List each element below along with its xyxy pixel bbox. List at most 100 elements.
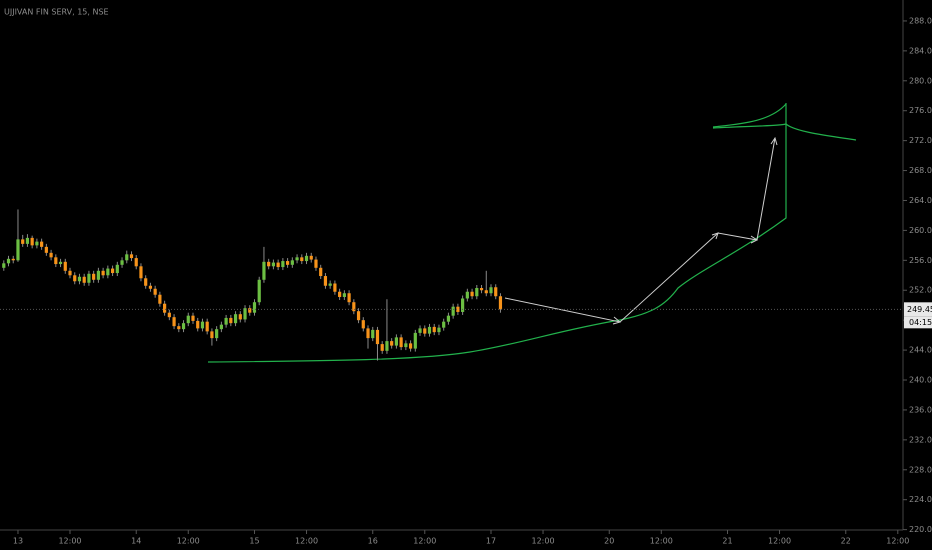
candle-body: [309, 255, 313, 260]
y-tick-label: 268.00: [909, 166, 932, 175]
x-tick-label: 12:00: [295, 537, 318, 546]
y-tick-label: 240.00: [909, 376, 932, 385]
x-tick-label: 15: [249, 537, 259, 546]
candle-body: [92, 273, 96, 280]
y-tick-label: 260.00: [909, 226, 932, 235]
candle-body: [276, 262, 280, 268]
candle-body: [451, 306, 455, 316]
candle-body: [413, 332, 417, 349]
candle-body: [285, 261, 290, 265]
candle-body: [267, 261, 271, 267]
y-tick-label: 256.00: [909, 256, 932, 265]
y-tick-label: 284.00: [909, 46, 932, 55]
candle-body: [129, 254, 134, 259]
candle-body: [11, 258, 15, 261]
candle-body: [408, 343, 413, 349]
candle-body: [475, 288, 479, 297]
candle-body: [390, 341, 394, 346]
candle-body: [252, 302, 257, 313]
candle-body: [110, 268, 115, 274]
candle-body: [333, 283, 337, 292]
candle-body: [484, 290, 488, 294]
candle-body: [40, 241, 44, 247]
countdown-box: [904, 316, 932, 329]
candle-body: [456, 306, 460, 312]
candle-body: [262, 261, 266, 280]
y-tick-label: 224.00: [909, 495, 932, 504]
candle-body: [328, 283, 332, 286]
candle-body: [271, 262, 276, 267]
chart-title: UJJIVAN FIN SERV, 15, NSE: [4, 8, 109, 17]
candle-body: [498, 296, 503, 310]
candle-body: [106, 268, 110, 276]
candle-body: [314, 259, 318, 268]
y-tick-label: 228.00: [909, 465, 932, 474]
candle-body: [342, 293, 346, 297]
x-tick-label: 22: [841, 537, 851, 546]
candle-body: [25, 237, 30, 244]
candle-body: [432, 326, 436, 333]
candle-body: [77, 276, 82, 282]
candle-body: [281, 261, 285, 268]
candle-body: [356, 311, 361, 321]
candle-body: [233, 314, 238, 324]
candle-body: [44, 246, 48, 253]
candle-body: [54, 257, 58, 265]
drawings: [207, 103, 857, 363]
candle-body: [21, 239, 25, 244]
candle-body: [158, 294, 162, 304]
candle-body: [352, 302, 356, 312]
candle-body: [361, 320, 365, 329]
candle-body: [489, 287, 493, 294]
candle-body: [427, 326, 432, 334]
candle-body: [465, 291, 469, 299]
candle-body: [371, 329, 375, 339]
y-tick-label: 272.00: [909, 136, 932, 145]
x-tick-label: 13: [13, 537, 23, 546]
candle-body: [181, 323, 186, 330]
candle-body: [494, 287, 498, 297]
candle-body: [6, 258, 11, 264]
candle-body: [96, 270, 100, 280]
candle-body: [58, 261, 63, 265]
y-tick-label: 252.00: [909, 286, 932, 295]
candle-body: [479, 288, 484, 291]
candle-body: [167, 312, 171, 318]
candle-body: [2, 263, 6, 268]
y-tick-label: 264.00: [909, 196, 932, 205]
y-tick-label: 220.00: [909, 525, 932, 534]
x-tick-label: 12:00: [177, 537, 200, 546]
candle-body: [196, 320, 200, 329]
candle-body: [446, 315, 451, 322]
curve-drawing: [207, 103, 787, 363]
x-tick-label: 12:00: [531, 537, 554, 546]
x-tick-label: 14: [131, 537, 141, 546]
candle-body: [82, 276, 86, 283]
candle-body: [380, 344, 384, 351]
candle-body: [366, 328, 370, 339]
x-tick-label: 16: [368, 537, 378, 546]
candle-body: [120, 260, 124, 265]
candle-body: [224, 317, 228, 325]
candle-body: [300, 257, 304, 262]
candle-body: [295, 257, 299, 261]
candle-body: [30, 237, 34, 246]
x-tick-label: 12:00: [768, 537, 791, 546]
candle-body: [319, 267, 323, 277]
y-tick-label: 276.00: [909, 106, 932, 115]
candle-body: [290, 260, 294, 265]
candle-body: [248, 308, 252, 313]
candle-body: [125, 254, 129, 261]
curve-drawing: [712, 123, 857, 141]
x-tick-label: 12:00: [650, 537, 673, 546]
candle-body: [257, 279, 261, 303]
candle-body: [200, 321, 205, 329]
candle-body: [68, 270, 72, 276]
candle-body: [243, 308, 247, 320]
candle-body: [229, 317, 233, 324]
candle-body: [238, 314, 242, 320]
candle-body: [437, 327, 441, 333]
y-tick-label: 232.00: [909, 435, 932, 444]
